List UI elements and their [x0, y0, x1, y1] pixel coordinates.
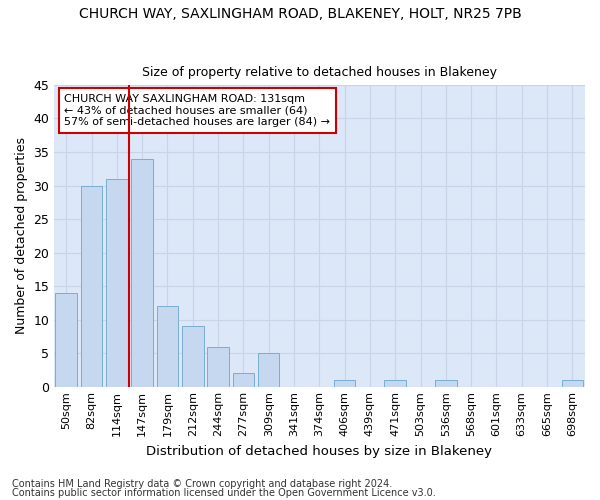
X-axis label: Distribution of detached houses by size in Blakeney: Distribution of detached houses by size … [146, 444, 492, 458]
Bar [233, 374, 254, 387]
Bar [182, 326, 203, 387]
Text: Contains public sector information licensed under the Open Government Licence v3: Contains public sector information licen… [12, 488, 436, 498]
Bar [562, 380, 583, 387]
Bar [385, 380, 406, 387]
Title: Size of property relative to detached houses in Blakeney: Size of property relative to detached ho… [142, 66, 497, 80]
Bar [208, 346, 229, 387]
Bar [157, 306, 178, 387]
Text: CHURCH WAY, SAXLINGHAM ROAD, BLAKENEY, HOLT, NR25 7PB: CHURCH WAY, SAXLINGHAM ROAD, BLAKENEY, H… [79, 8, 521, 22]
Text: Contains HM Land Registry data © Crown copyright and database right 2024.: Contains HM Land Registry data © Crown c… [12, 479, 392, 489]
Bar [55, 293, 77, 387]
Bar [435, 380, 457, 387]
Bar [81, 186, 103, 387]
Bar [258, 354, 280, 387]
Bar [334, 380, 355, 387]
Bar [106, 179, 128, 387]
Text: CHURCH WAY SAXLINGHAM ROAD: 131sqm
← 43% of detached houses are smaller (64)
57%: CHURCH WAY SAXLINGHAM ROAD: 131sqm ← 43%… [64, 94, 330, 127]
Y-axis label: Number of detached properties: Number of detached properties [15, 138, 28, 334]
Bar [131, 158, 153, 387]
